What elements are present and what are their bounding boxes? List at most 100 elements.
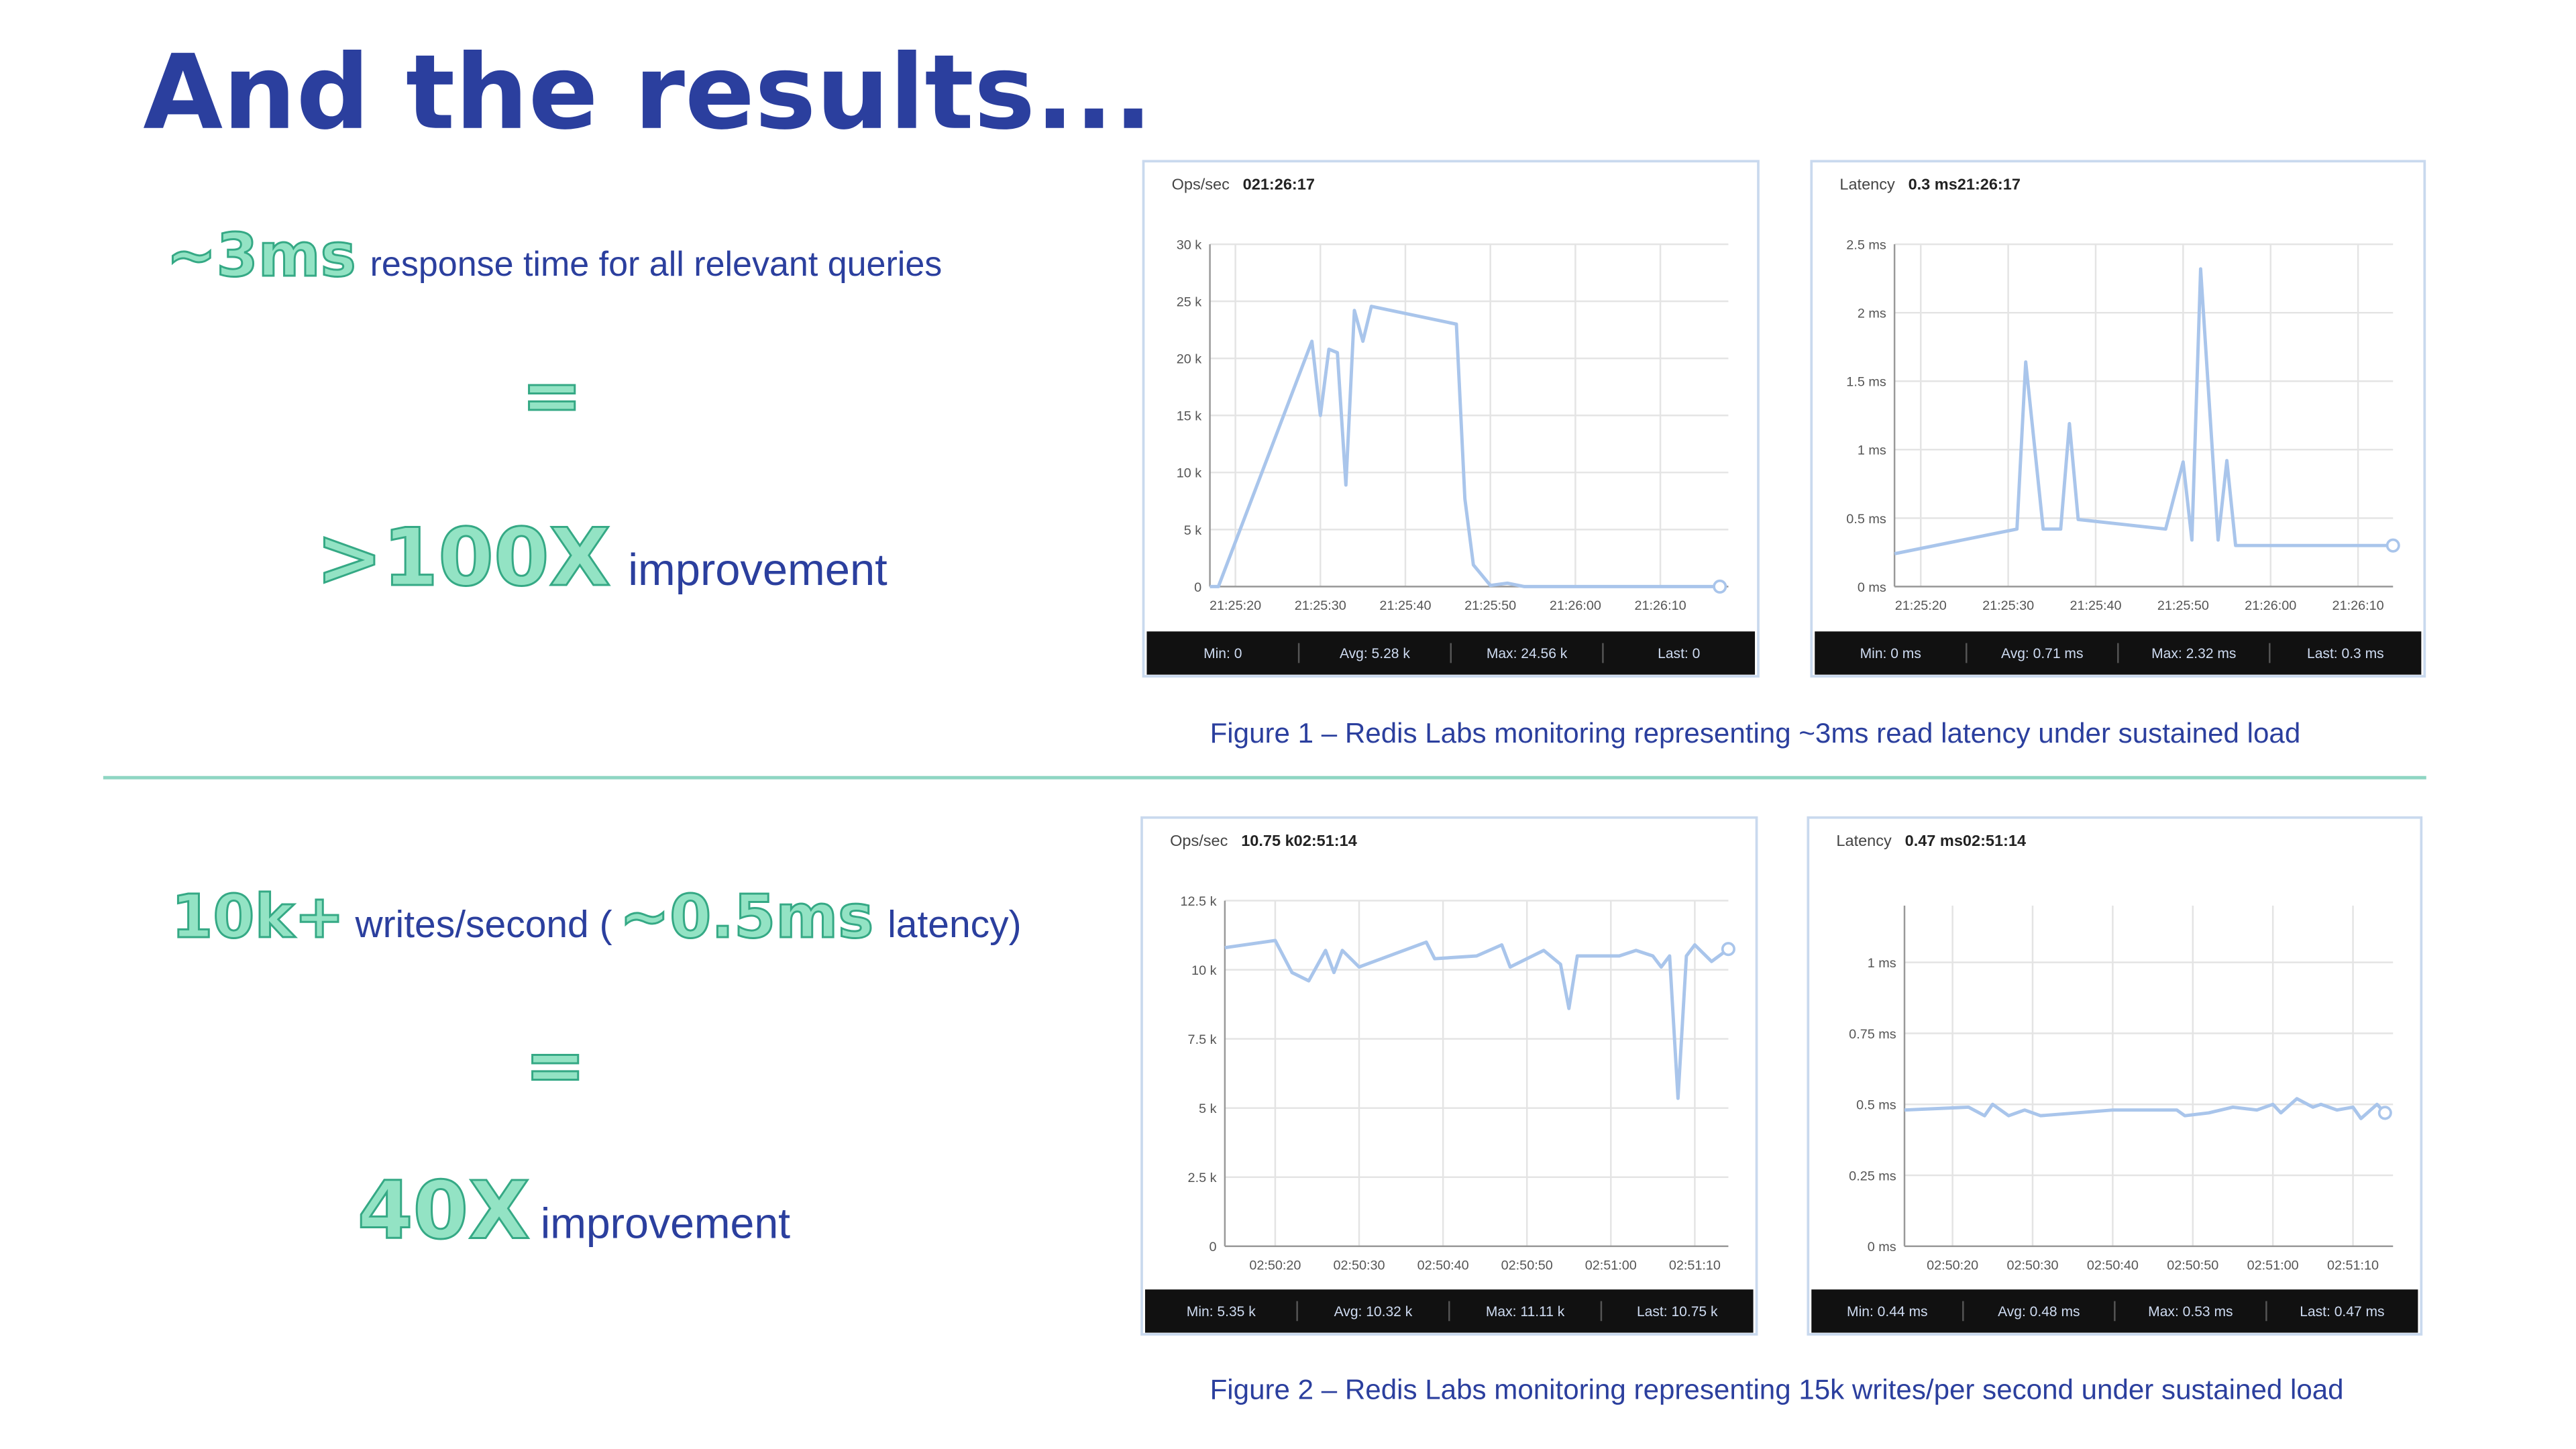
x-tick-label: 21:25:50 [1464,598,1516,613]
x-tick-label: 21:25:30 [1295,598,1346,613]
last-point [1713,579,1727,594]
metric-label: Latency [1836,832,1892,849]
chart-panel: Latency 0.47 ms02:51:14 0 ms 0.25 ms 0.5 ms 0… [1807,816,2423,1336]
y-tick-label: 2.5 k [1188,1171,1217,1185]
series-line [1904,1097,2387,1120]
stat: Min: 0 [1203,646,1242,661]
metric-label: Ops/sec [1172,175,1230,193]
y-tick-label: 1.5 ms [1846,375,1886,390]
y-tick-label: 0.75 ms [1849,1027,1896,1042]
y-tick-label: 1 ms [1858,443,1886,458]
stat: Last: 0 [1658,646,1700,661]
stat: Min: 0 ms [1860,646,1921,661]
x-tick-label: 02:51:10 [2327,1258,2379,1273]
highlight: >100X [316,512,610,604]
highlight: ~0.5ms [620,882,874,952]
current-value: 0.3 ms [1909,175,1957,193]
statement: 40X improvement [358,1165,790,1257]
y-tick-label: 1 ms [1868,956,1896,971]
chart-panel: Latency 0.3 ms21:26:17 0 ms 0.5 ms 1 ms 1.5 m… [1810,160,2426,678]
text: latency) [888,903,1021,946]
current-value: 0 [1243,175,1252,193]
series-line [1224,938,1729,1100]
last-point [2385,538,2400,553]
x-tick-label: 21:25:50 [2157,598,2209,613]
stat: Avg: 0.71 ms [2001,646,2083,661]
x-tick-label: 02:50:20 [1249,1258,1301,1273]
y-tick-label: 7.5 k [1188,1032,1217,1047]
stat: Avg: 5.28 k [1340,646,1410,661]
caption: Figure 2 – Redis Labs monitoring represe… [1210,1374,2344,1405]
current-time: 02:51:14 [1294,832,1357,849]
stat: Max: 11.11 k [1486,1304,1565,1320]
highlight: ~3ms [166,221,356,290]
x-tick-label: 02:50:20 [1927,1258,1978,1273]
stat: Last: 0.3 ms [2307,646,2384,661]
stat: Min: 0.44 ms [1847,1304,1927,1320]
y-tick-label: 0.25 ms [1849,1169,1896,1183]
y-tick-label: 15 k [1177,409,1202,424]
panel-frame [1140,816,1758,1336]
y-tick-label: 25 k [1177,295,1202,310]
x-tick-label: 02:51:00 [2247,1258,2299,1273]
metric-label: Ops/sec [1170,832,1228,849]
statement: >100X improvement [316,512,888,604]
current-time: 21:26:17 [1957,175,2021,193]
y-tick-label: 0 ms [1868,1240,1896,1254]
x-tick-label: 02:50:30 [1333,1258,1385,1273]
y-tick-label: 20 k [1177,352,1202,367]
y-tick-label: 12.5 k [1181,894,1217,909]
x-tick-label: 21:25:20 [1210,598,1261,613]
stat: Max: 2.32 ms [2151,646,2236,661]
x-tick-label: 02:50:30 [2006,1258,2058,1273]
y-tick-label: 10 k [1177,466,1202,481]
chart-panel: Ops/sec 10.75 k02:51:14 0 2.5 k 5 k 7.5 k 10 k… [1140,816,1758,1336]
y-tick-label: 0 ms [1858,580,1886,595]
x-tick-label: 21:25:20 [1895,598,1947,613]
y-tick-label: 2.5 ms [1846,238,1886,253]
stat: Max: 24.56 k [1487,646,1568,661]
current-time: 21:26:17 [1252,175,1315,193]
text: response time for all relevant queries [370,245,943,284]
x-tick-label: 21:26:00 [2245,598,2296,613]
y-tick-label: 0 [1209,1240,1216,1254]
panel-frame [1142,160,1760,678]
panel-header: Latency 0.47 ms02:51:14 [1836,832,2026,849]
stat: Min: 5.35 k [1187,1304,1256,1320]
text: writes/second ( [354,903,612,946]
x-tick-label: 21:25:30 [1982,598,2034,613]
y-tick-label: 10 k [1191,963,1217,978]
last-point [1721,942,1735,957]
equals: = [521,353,582,438]
series-line [1210,305,1720,588]
x-tick-label: 02:50:40 [2087,1258,2139,1273]
x-tick-label: 02:51:00 [1585,1258,1637,1273]
y-tick-label: 30 k [1177,238,1202,253]
x-tick-label: 21:26:10 [1635,598,1686,613]
x-tick-label: 02:50:50 [1501,1258,1553,1273]
statement: 10k+ writes/second ( ~0.5ms latency) [171,882,1021,952]
panel-header: Ops/sec 10.75 k02:51:14 [1170,832,1357,849]
x-tick-label: 21:26:00 [1550,598,1601,613]
text: improvement [541,1199,790,1247]
highlight: 40X [358,1165,530,1257]
x-tick-label: 02:50:40 [1417,1258,1469,1273]
y-tick-label: 0 [1194,580,1201,595]
x-tick-label: 21:26:10 [2332,598,2384,613]
current-value: 10.75 k [1241,832,1294,849]
equals: = [525,1022,586,1108]
caption: Figure 1 – Redis Labs monitoring represe… [1210,717,2301,749]
stat: Avg: 10.32 k [1334,1304,1413,1320]
stat: Last: 10.75 k [1637,1304,1718,1320]
panel-header: Latency 0.3 ms21:26:17 [1839,175,2021,193]
y-tick-label: 0.5 ms [1856,1098,1896,1113]
panel-header: Ops/sec 021:26:17 [1172,175,1315,193]
y-tick-label: 2 ms [1858,307,1886,321]
panel-frame [1807,816,2423,1336]
y-tick-label: 0.5 ms [1846,512,1886,527]
stat: Avg: 0.48 ms [1998,1304,2080,1320]
text: improvement [628,545,888,595]
x-tick-label: 02:51:10 [1669,1258,1721,1273]
